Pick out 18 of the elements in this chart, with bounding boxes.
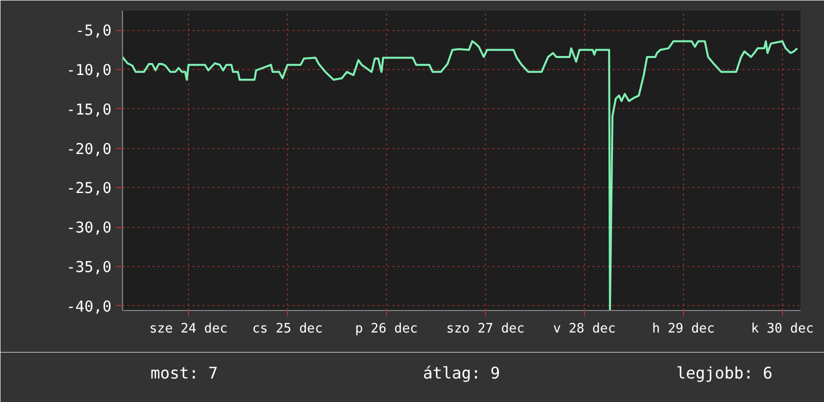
text: most: 7 — [150, 364, 218, 382]
x-tick-label: sze 24 dec — [149, 322, 228, 336]
x-tick-label: v 28 dec — [553, 322, 616, 336]
y-tick-label: -25,0 — [66, 179, 112, 198]
y-tick-label: -20,0 — [66, 140, 112, 158]
x-tick-label: p 26 dec — [355, 322, 418, 336]
y-tick-label: -15,0 — [66, 100, 112, 118]
text: átlag: 9 — [422, 364, 500, 382]
y-tick-label: -40,0 — [66, 297, 112, 316]
y-tick-label: -30,0 — [66, 218, 112, 237]
y-tick-label: -5,0 — [75, 22, 112, 40]
y-tick-label: -35,0 — [66, 258, 112, 276]
text: legjobb: 6 — [676, 364, 773, 382]
x-tick-label: cs 25 dec — [252, 322, 323, 336]
y-tick-label: -10,0 — [66, 61, 112, 80]
x-tick-label: h 29 dec — [652, 322, 715, 336]
x-tick-label: szo 27 dec — [446, 322, 525, 336]
x-tick-label: k 30 dec — [751, 322, 814, 336]
